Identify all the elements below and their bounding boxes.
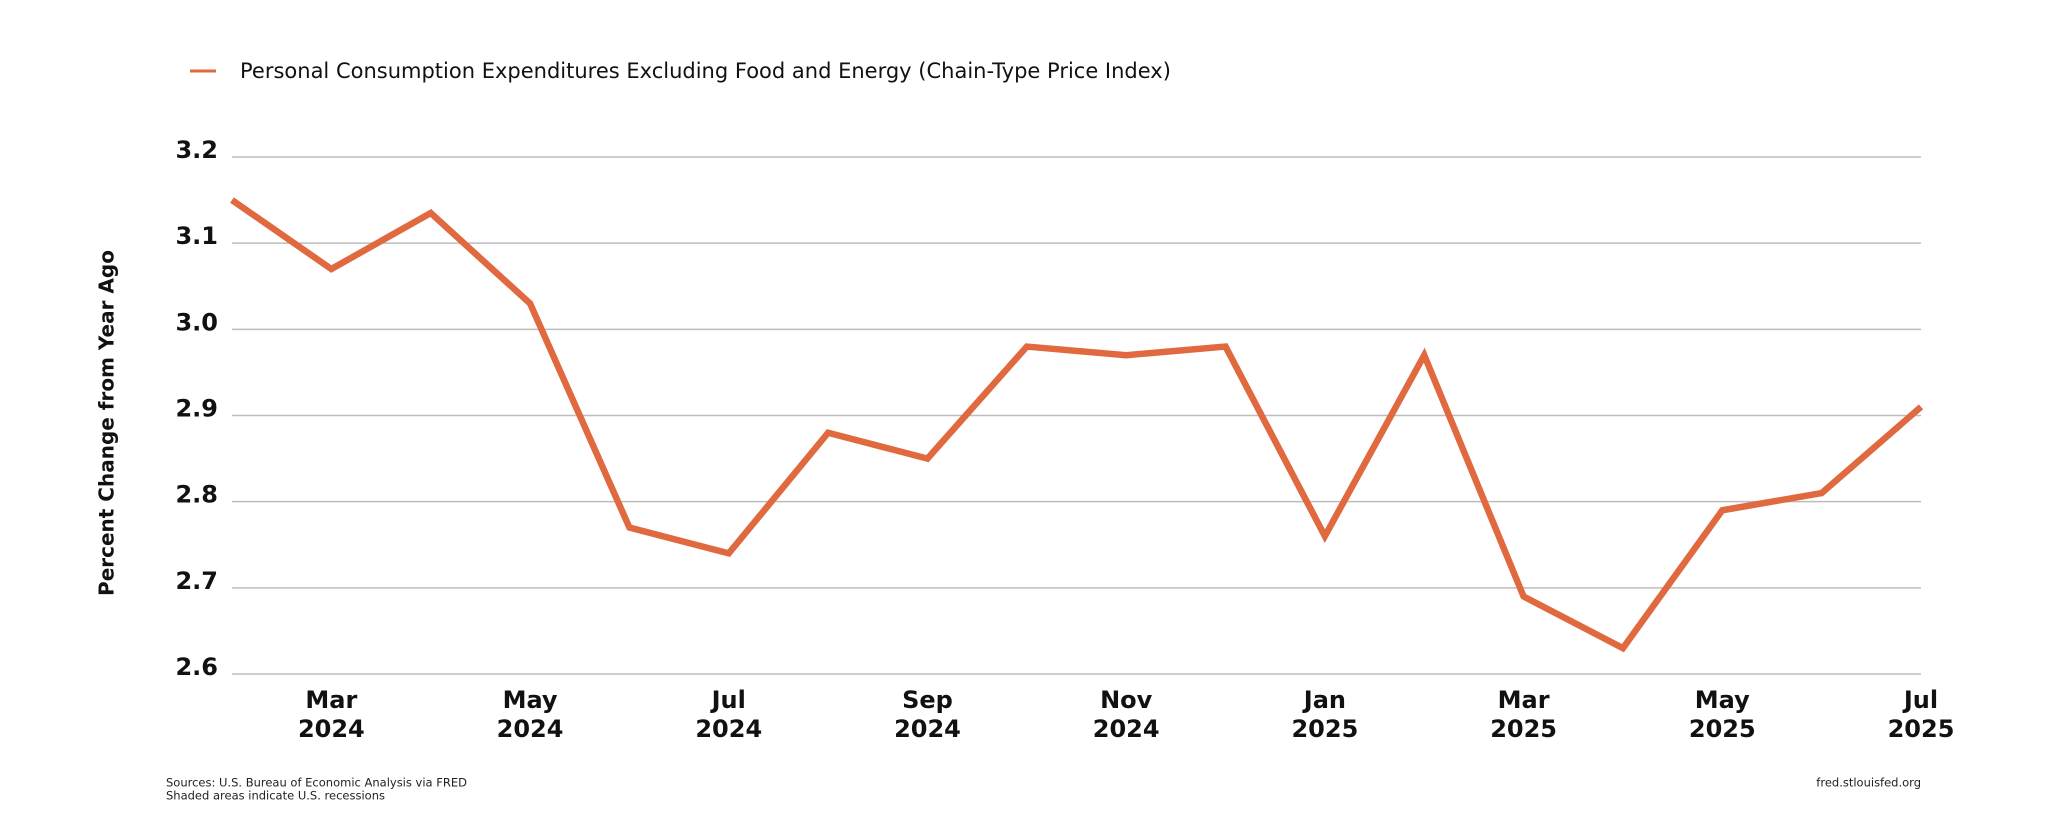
x-tick-label: Sep 2024 xyxy=(894,686,961,743)
x-tick-label: Jul 2024 xyxy=(695,686,762,743)
y-tick-label: 2.8 xyxy=(175,481,218,509)
y-tick-label: 3.0 xyxy=(175,308,218,336)
credit: fred.stlouisfed.org xyxy=(1816,776,1921,790)
legend-label: Personal Consumption Expenditures Exclud… xyxy=(240,59,1171,83)
x-tick-label: Jul 2025 xyxy=(1888,686,1955,743)
note: Shaded areas indicate U.S. recessions xyxy=(166,789,385,803)
y-axis-title: Percent Change from Year Ago xyxy=(95,250,119,596)
y-tick-label: 3.1 xyxy=(175,222,218,250)
x-tick-label: Mar 2024 xyxy=(298,686,365,743)
y-tick-label: 2.7 xyxy=(175,567,218,595)
x-tick-label: Jan 2025 xyxy=(1291,686,1358,743)
line xyxy=(230,197,1924,653)
x-tick-label: Mar 2025 xyxy=(1490,686,1557,743)
y-tick-label: 3.2 xyxy=(175,136,218,164)
y-tick-label: 2.9 xyxy=(175,395,218,423)
x-tick-label: May 2024 xyxy=(497,686,564,743)
x-tick-label: Nov 2024 xyxy=(1093,686,1160,743)
x-tick-label: May 2025 xyxy=(1689,686,1756,743)
y-tick-label: 2.6 xyxy=(175,653,218,681)
source: Sources: U.S. Bureau of Economic Analysi… xyxy=(166,776,467,790)
